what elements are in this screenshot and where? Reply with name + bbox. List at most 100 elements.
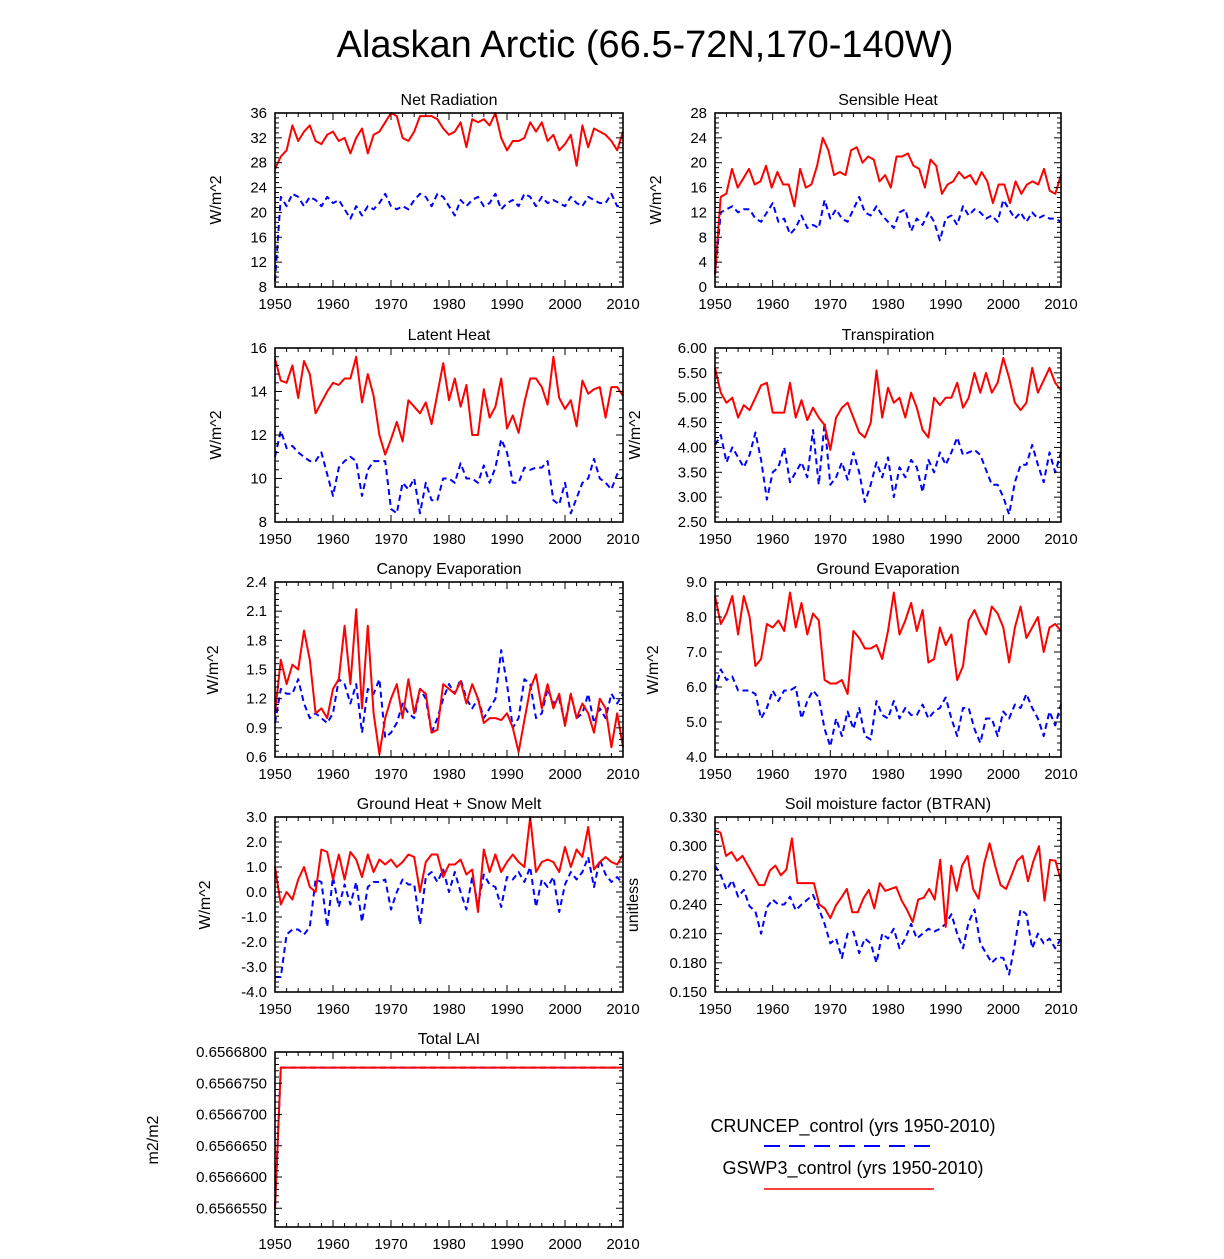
series-line-cruncep xyxy=(274,192,623,281)
y-tick-label: 20 xyxy=(250,204,267,221)
y-tick-label: 0.150 xyxy=(669,984,707,1001)
y-tick-label: 0.6566750 xyxy=(196,1075,267,1092)
y-tick-label: 6.00 xyxy=(678,340,707,357)
x-tick-label: 1970 xyxy=(814,296,847,313)
x-tick-label: 2010 xyxy=(1044,1001,1077,1018)
panel-title: Ground Heat + Snow Melt xyxy=(357,796,542,813)
y-tick-label: -3.0 xyxy=(241,959,267,976)
panel-title: Ground Evaporation xyxy=(816,561,959,578)
panel-title: Total LAI xyxy=(418,1031,480,1048)
y-tick-label: 5.0 xyxy=(686,714,707,731)
x-tick-label: 1990 xyxy=(490,531,523,548)
x-tick-label: 1990 xyxy=(490,1236,523,1253)
panel-title: Latent Heat xyxy=(408,327,491,344)
plot-frame xyxy=(274,816,624,993)
panel-title: Canopy Evaporation xyxy=(377,561,522,578)
x-tick-label: 1970 xyxy=(374,531,407,548)
series-line-gswp3 xyxy=(714,136,1062,275)
y-tick-label: 24 xyxy=(690,130,707,147)
x-tick-label: 1960 xyxy=(756,1001,789,1018)
x-tick-label: 2000 xyxy=(548,1001,581,1018)
series-line-cruncep xyxy=(275,856,624,978)
y-tick-label: 12 xyxy=(690,204,707,221)
legend: CRUNCEP_control (yrs 1950-2010) GSWP3_co… xyxy=(710,1116,996,1190)
x-tick-label: 1990 xyxy=(929,766,962,783)
x-tick-label: 1970 xyxy=(814,1001,847,1018)
y-axis-label: W/m^2 xyxy=(205,645,222,694)
x-tick-label: 1980 xyxy=(871,296,904,313)
plot-frame xyxy=(714,347,1062,523)
y-tick-label: 16 xyxy=(250,229,267,246)
legend-label-cruncep: CRUNCEP_control (yrs 1950-2010) xyxy=(710,1116,995,1137)
x-tick-label: 2000 xyxy=(987,531,1020,548)
series-line-gswp3 xyxy=(714,356,1062,451)
y-tick-label: 2.50 xyxy=(678,514,707,531)
x-tick-label: 1960 xyxy=(756,296,789,313)
series-line-gswp3 xyxy=(274,608,624,756)
y-tick-label: 12 xyxy=(250,427,267,444)
y-tick-label: 8.0 xyxy=(686,609,707,626)
x-tick-label: 1980 xyxy=(432,296,465,313)
x-tick-label: 1990 xyxy=(490,766,523,783)
y-tick-label: 1.8 xyxy=(246,632,267,649)
y-tick-label: 3.0 xyxy=(246,809,267,826)
x-tick-label: 1980 xyxy=(871,766,904,783)
x-tick-label: 1960 xyxy=(316,296,349,313)
series-line-gswp3 xyxy=(714,829,1062,928)
y-axis-label: W/m^2 xyxy=(208,410,225,459)
y-tick-label: 0.6566650 xyxy=(196,1138,267,1155)
x-tick-label: 1950 xyxy=(258,1236,291,1253)
x-tick-label: 2010 xyxy=(1044,531,1077,548)
x-tick-label: 2000 xyxy=(987,766,1020,783)
plot-frame xyxy=(274,347,624,523)
y-tick-label: 4 xyxy=(699,254,707,271)
y-tick-label: 32 xyxy=(250,130,267,147)
y-axis-label: W/m^2 xyxy=(208,175,225,224)
y-tick-label: 7.0 xyxy=(686,644,707,661)
y-tick-label: 1.0 xyxy=(246,859,267,876)
series-line-cruncep xyxy=(274,1066,623,1209)
y-tick-label: 5.00 xyxy=(678,390,707,407)
y-tick-label: 5.50 xyxy=(678,365,707,382)
y-tick-label: -1.0 xyxy=(241,909,267,926)
x-tick-label: 1960 xyxy=(316,1236,349,1253)
series-line-gswp3 xyxy=(274,1066,623,1209)
x-tick-label: 2010 xyxy=(1044,296,1077,313)
x-tick-label: 1950 xyxy=(698,531,731,548)
y-tick-label: 6.0 xyxy=(686,679,707,696)
series-line-gswp3 xyxy=(714,591,1062,695)
series-line-cruncep xyxy=(714,421,1062,516)
x-tick-label: 1960 xyxy=(316,766,349,783)
x-tick-label: 1950 xyxy=(258,1001,291,1018)
x-tick-label: 2000 xyxy=(548,531,581,548)
x-tick-label: 1970 xyxy=(374,296,407,313)
x-tick-label: 1990 xyxy=(490,1001,523,1018)
panel-sensible-heat: 1950 1960 1970 1980 1990 2000 2010 0 4 8 12 16 20 24 2… xyxy=(648,92,1078,313)
y-axis-label: W/m^2 xyxy=(197,880,214,929)
y-tick-label: 0.6566550 xyxy=(196,1200,267,1217)
x-tick-label: 1960 xyxy=(756,766,789,783)
y-tick-label: 3.50 xyxy=(678,464,707,481)
x-tick-label: 1950 xyxy=(698,1001,731,1018)
y-tick-label: 28 xyxy=(250,155,267,172)
y-tick-label: 8 xyxy=(259,279,267,296)
x-tick-label: 2000 xyxy=(548,766,581,783)
y-tick-label: 20 xyxy=(690,155,707,172)
panel-ground-heat-snow-melt: 1950 1960 1970 1980 1990 2000 2010 -4.0 -3.0 -2.0… xyxy=(197,796,640,1018)
figure-title: Alaskan Arctic (66.5-72N,170-140W) xyxy=(337,24,954,66)
y-tick-label: 8 xyxy=(259,514,267,531)
x-tick-label: 2000 xyxy=(987,296,1020,313)
plot-frame xyxy=(274,581,624,758)
x-tick-label: 1980 xyxy=(871,1001,904,1018)
x-tick-label: 2010 xyxy=(606,766,639,783)
x-tick-label: 1950 xyxy=(698,766,731,783)
x-tick-label: 2000 xyxy=(987,1001,1020,1018)
x-tick-label: 1980 xyxy=(432,1001,465,1018)
y-tick-label: 10 xyxy=(250,471,267,488)
y-tick-label: 0.210 xyxy=(669,926,707,943)
y-tick-label: 1.2 xyxy=(246,691,267,708)
series-line-gswp3 xyxy=(274,355,624,456)
series-line-gswp3 xyxy=(274,816,624,913)
series-line-cruncep xyxy=(714,668,1062,748)
